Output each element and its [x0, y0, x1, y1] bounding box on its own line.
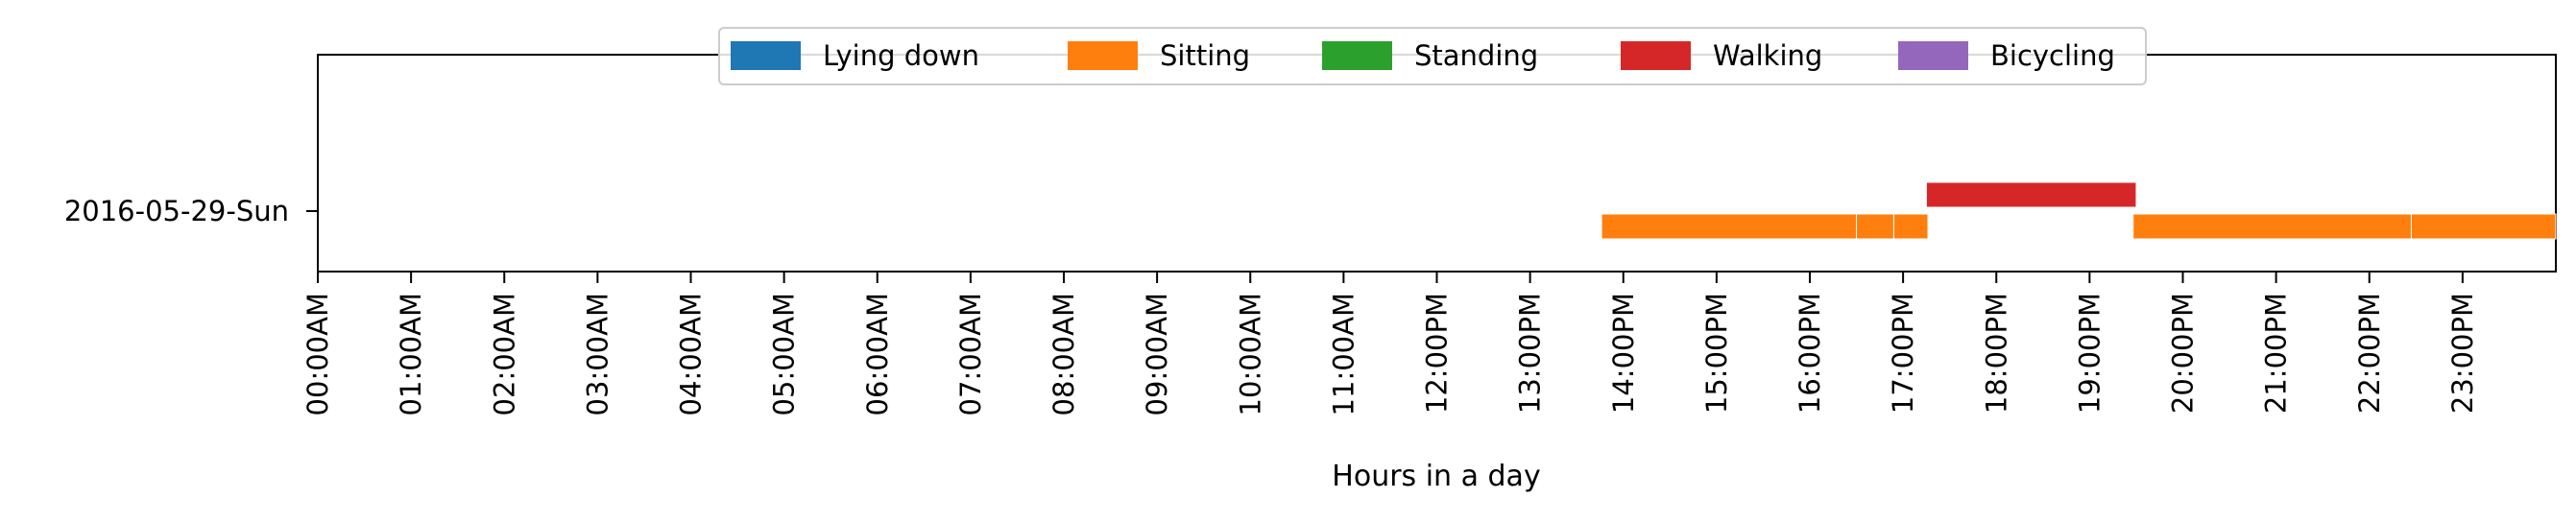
x-tick-label: 17:00PM: [1887, 293, 1919, 414]
x-tick-label: 23:00PM: [2446, 293, 2479, 414]
legend-swatch-sitting: [1068, 41, 1138, 70]
x-axis: 00:00AM 01:00AM 02:00AM 03:00AM 04:00AM 05:00…: [301, 272, 2479, 415]
x-tick-label: 20:00PM: [2167, 293, 2200, 414]
activity-segments: [1601, 181, 2557, 240]
x-tick-label: 21:00PM: [2260, 293, 2293, 414]
x-tick-label: 00:00AM: [301, 293, 334, 415]
x-tick-label: 04:00AM: [675, 293, 708, 415]
segment-sitting-4: [2410, 213, 2557, 240]
x-tick-label: 01:00AM: [395, 293, 427, 415]
x-tick-label: 02:00AM: [488, 293, 520, 415]
x-tick-label: 13:00PM: [1514, 293, 1547, 414]
x-tick-label: 22:00PM: [2353, 293, 2386, 414]
legend: Lying down Sitting Standing Walking Bicyclin…: [718, 27, 2147, 85]
x-tick-label: 05:00AM: [768, 293, 801, 415]
legend-swatch-walking: [1621, 41, 1691, 70]
legend-label-walking: Walking: [1713, 39, 1822, 72]
segment-sitting-0: [1601, 213, 1858, 240]
x-tick-label: 15:00PM: [1700, 293, 1733, 414]
segment-sitting-1: [1856, 213, 1894, 240]
x-tick-label: 12:00PM: [1421, 293, 1454, 414]
x-tick-label: 10:00AM: [1234, 293, 1266, 415]
x-tick-label: 07:00AM: [954, 293, 987, 415]
legend-swatch-lying-down: [731, 41, 801, 70]
x-tick-label: 19:00PM: [2073, 293, 2106, 414]
y-tick-label: 2016-05-29-Sun: [64, 195, 289, 227]
x-tick-label: 18:00PM: [1980, 293, 2012, 414]
x-tick-label: 03:00AM: [581, 293, 614, 415]
x-tick-label: 11:00AM: [1327, 293, 1360, 415]
x-tick-label: 09:00AM: [1141, 293, 1173, 415]
legend-label-standing: Standing: [1414, 39, 1538, 72]
x-tick-label: 06:00AM: [861, 293, 894, 415]
segment-sitting-2: [1892, 213, 1929, 240]
legend-swatch-bicycling: [1898, 41, 1968, 70]
x-tick-label: 16:00PM: [1794, 293, 1826, 414]
segment-sitting-3: [2132, 213, 2412, 240]
y-axis: 2016-05-29-Sun: [64, 195, 318, 227]
legend-label-sitting: Sitting: [1160, 39, 1250, 72]
segment-walking-0: [1925, 181, 2137, 208]
legend-label-lying-down: Lying down: [823, 39, 979, 72]
x-axis-label: Hours in a day: [1332, 460, 1540, 493]
x-tick-label: 08:00AM: [1047, 293, 1080, 415]
legend-label-bicycling: Bicycling: [1990, 39, 2115, 72]
x-tick-label: 14:00PM: [1607, 293, 1640, 414]
legend-swatch-standing: [1322, 41, 1392, 70]
